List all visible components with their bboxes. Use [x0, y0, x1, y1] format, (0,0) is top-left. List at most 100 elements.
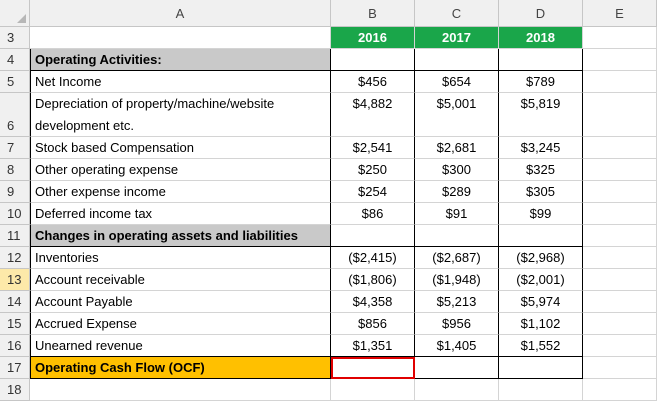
cell-d14[interactable]: $5,974: [499, 291, 583, 313]
cell-b3[interactable]: 2016: [331, 27, 415, 49]
cell-b4[interactable]: [331, 49, 415, 71]
cell-c10[interactable]: $91: [415, 203, 499, 225]
cell-d11[interactable]: [499, 225, 583, 247]
cell-a15[interactable]: Accrued Expense: [30, 313, 331, 335]
cell-b15[interactable]: $856: [331, 313, 415, 335]
cell-a5[interactable]: Net Income: [30, 71, 331, 93]
cell-e5[interactable]: [583, 71, 657, 93]
cell-b13[interactable]: ($1,806): [331, 269, 415, 291]
cell-e11[interactable]: [583, 225, 657, 247]
column-header-d[interactable]: D: [499, 0, 583, 27]
cell-a11[interactable]: Changes in operating assets and liabilit…: [30, 225, 331, 247]
column-header-e[interactable]: E: [583, 0, 657, 27]
cell-b16[interactable]: $1,351: [331, 335, 415, 357]
cell-d10[interactable]: $99: [499, 203, 583, 225]
cell-c18[interactable]: [415, 379, 499, 401]
cell-c13[interactable]: ($1,948): [415, 269, 499, 291]
column-header-b[interactable]: B: [331, 0, 415, 27]
cell-d8[interactable]: $325: [499, 159, 583, 181]
cell-b5[interactable]: $456: [331, 71, 415, 93]
cell-a3[interactable]: [30, 27, 331, 49]
row-header[interactable]: 3: [0, 27, 30, 49]
cell-a7[interactable]: Stock based Compensation: [30, 137, 331, 159]
cell-d5[interactable]: $789: [499, 71, 583, 93]
cell-b6[interactable]: $4,882: [331, 93, 415, 137]
row-header[interactable]: 17: [0, 357, 30, 379]
cell-a13[interactable]: Account receivable: [30, 269, 331, 291]
cell-b10[interactable]: $86: [331, 203, 415, 225]
cell-c14[interactable]: $5,213: [415, 291, 499, 313]
row-header[interactable]: 11: [0, 225, 30, 247]
row-header[interactable]: 8: [0, 159, 30, 181]
cell-e17[interactable]: [583, 357, 657, 379]
cell-e10[interactable]: [583, 203, 657, 225]
cell-c8[interactable]: $300: [415, 159, 499, 181]
cell-a10[interactable]: Deferred income tax: [30, 203, 331, 225]
select-all-corner[interactable]: [0, 0, 30, 27]
column-header-c[interactable]: C: [415, 0, 499, 27]
row-header[interactable]: 13: [0, 269, 30, 291]
cell-c11[interactable]: [415, 225, 499, 247]
cell-a4[interactable]: Operating Activities:: [30, 49, 331, 71]
cell-e12[interactable]: [583, 247, 657, 269]
cell-d4[interactable]: [499, 49, 583, 71]
cell-a12[interactable]: Inventories: [30, 247, 331, 269]
cell-d12[interactable]: ($2,968): [499, 247, 583, 269]
row-header[interactable]: 6: [0, 93, 30, 137]
cell-d3[interactable]: 2018: [499, 27, 583, 49]
row-header[interactable]: 9: [0, 181, 30, 203]
cell-d17[interactable]: [499, 357, 583, 379]
cell-c5[interactable]: $654: [415, 71, 499, 93]
cell-e8[interactable]: [583, 159, 657, 181]
cell-b14[interactable]: $4,358: [331, 291, 415, 313]
column-header-a[interactable]: A: [30, 0, 331, 27]
cell-b18[interactable]: [331, 379, 415, 401]
cell-e7[interactable]: [583, 137, 657, 159]
row-header[interactable]: 15: [0, 313, 30, 335]
cell-a16[interactable]: Unearned revenue: [30, 335, 331, 357]
cell-e4[interactable]: [583, 49, 657, 71]
cell-c9[interactable]: $289: [415, 181, 499, 203]
row-header[interactable]: 5: [0, 71, 30, 93]
cell-c7[interactable]: $2,681: [415, 137, 499, 159]
cell-d13[interactable]: ($2,001): [499, 269, 583, 291]
cell-d9[interactable]: $305: [499, 181, 583, 203]
cell-c4[interactable]: [415, 49, 499, 71]
row-header[interactable]: 14: [0, 291, 30, 313]
cell-b7[interactable]: $2,541: [331, 137, 415, 159]
row-header[interactable]: 7: [0, 137, 30, 159]
cell-e6[interactable]: [583, 93, 657, 137]
cell-e3[interactable]: [583, 27, 657, 49]
row-header[interactable]: 10: [0, 203, 30, 225]
cell-a8[interactable]: Other operating expense: [30, 159, 331, 181]
active-cell-b17[interactable]: [331, 357, 415, 379]
cell-b8[interactable]: $250: [331, 159, 415, 181]
cell-a18[interactable]: [30, 379, 331, 401]
cell-e9[interactable]: [583, 181, 657, 203]
cell-b9[interactable]: $254: [331, 181, 415, 203]
cell-d7[interactable]: $3,245: [499, 137, 583, 159]
cell-d15[interactable]: $1,102: [499, 313, 583, 335]
cell-e16[interactable]: [583, 335, 657, 357]
cell-d18[interactable]: [499, 379, 583, 401]
cell-b11[interactable]: [331, 225, 415, 247]
cell-e18[interactable]: [583, 379, 657, 401]
row-header[interactable]: 18: [0, 379, 30, 401]
cell-d16[interactable]: $1,552: [499, 335, 583, 357]
cell-c3[interactable]: 2017: [415, 27, 499, 49]
cell-e13[interactable]: [583, 269, 657, 291]
cell-c6[interactable]: $5,001: [415, 93, 499, 137]
cell-c12[interactable]: ($2,687): [415, 247, 499, 269]
cell-c16[interactable]: $1,405: [415, 335, 499, 357]
cell-d6[interactable]: $5,819: [499, 93, 583, 137]
cell-b12[interactable]: ($2,415): [331, 247, 415, 269]
row-header[interactable]: 16: [0, 335, 30, 357]
cell-c15[interactable]: $956: [415, 313, 499, 335]
row-header[interactable]: 4: [0, 49, 30, 71]
cell-a17[interactable]: Operating Cash Flow (OCF): [30, 357, 331, 379]
cell-e15[interactable]: [583, 313, 657, 335]
cell-a9[interactable]: Other expense income: [30, 181, 331, 203]
cell-a6[interactable]: Depreciation of property/machine/website…: [30, 93, 331, 137]
cell-a14[interactable]: Account Payable: [30, 291, 331, 313]
row-header[interactable]: 12: [0, 247, 30, 269]
